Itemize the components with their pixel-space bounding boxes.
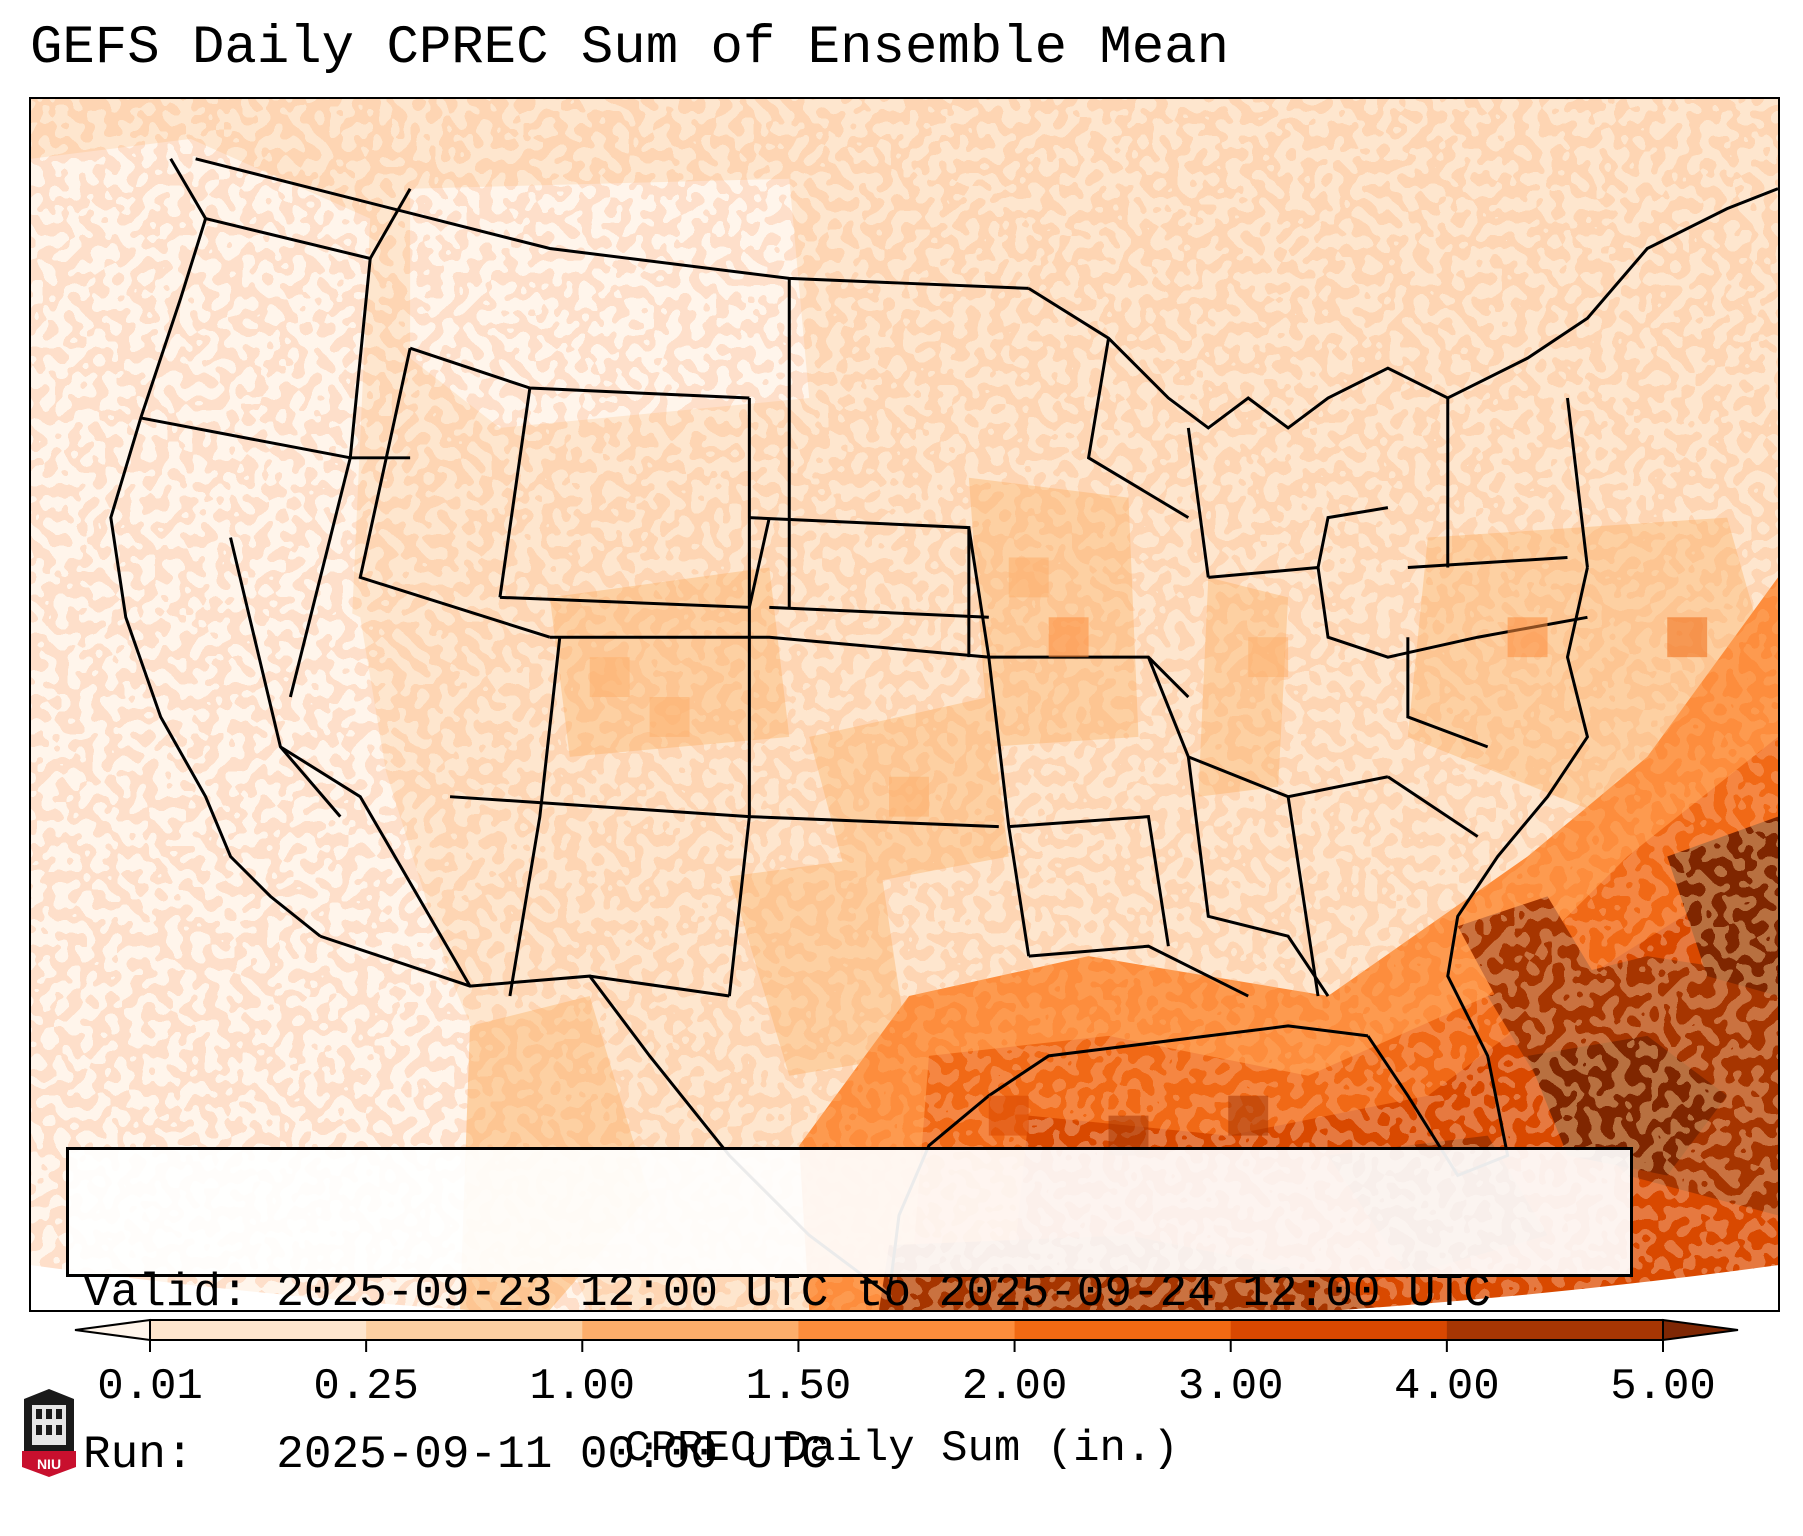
colorbar-tick-label: 4.00 [1394,1362,1500,1412]
precip-field [31,99,1778,1310]
colorbar-segment [582,1320,799,1340]
colorbar-segment [366,1320,583,1340]
niu-tower-logo-icon: NIU [22,1389,76,1477]
colorbar-tick-label: 1.50 [745,1362,852,1412]
run-value: 2025-09-11 00:00 UTC [276,1429,829,1481]
colorbar-tick-label: 1.00 [529,1362,636,1412]
colorbar-segment [798,1320,1016,1340]
valid-value: 2025-09-23 12:00 UTC to 2025-09-24 12:00… [276,1267,1491,1319]
logo-text: NIU [37,1456,61,1472]
precip-map [31,99,1778,1310]
map-panel [29,97,1780,1312]
colorbar-segment [150,1320,367,1340]
run-label: Run: [83,1429,194,1481]
data-grid-cells [589,557,1708,1156]
colorbar-label: CPREC Daily Sum (in.) [624,1424,1179,1474]
colorbar-tick-label: 5.00 [1610,1362,1716,1412]
projection-edge [31,1265,1778,1310]
colorbar-segment [1230,1320,1448,1340]
colorbar [74,1318,1739,1352]
colorbar-extend-high [1662,1318,1739,1342]
colorbar-segment [1446,1320,1664,1340]
colorbar-tick-label: 3.00 [1177,1362,1284,1412]
run-line: Run: 2025-09-11 00:00 UTC [83,1428,1616,1482]
state-boundaries [109,157,1778,1297]
valid-label: Valid: [83,1267,249,1319]
colorbar-tick-label: 0.01 [97,1362,203,1412]
valid-run-info-box: Valid: 2025-09-23 12:00 UTC to 2025-09-2… [66,1147,1633,1481]
colorbar-outline [149,1319,1664,1341]
colorbar-extend-low [74,1318,151,1342]
map-title: GEFS Daily CPREC Sum of Ensemble Mean [30,18,1229,79]
colorbar-tick-label: 0.25 [313,1362,419,1412]
colorbar-tick-label: 2.00 [961,1362,1068,1412]
colorbar-segment [1014,1320,1232,1340]
valid-line: Valid: 2025-09-23 12:00 UTC to 2025-09-2… [83,1266,1616,1320]
